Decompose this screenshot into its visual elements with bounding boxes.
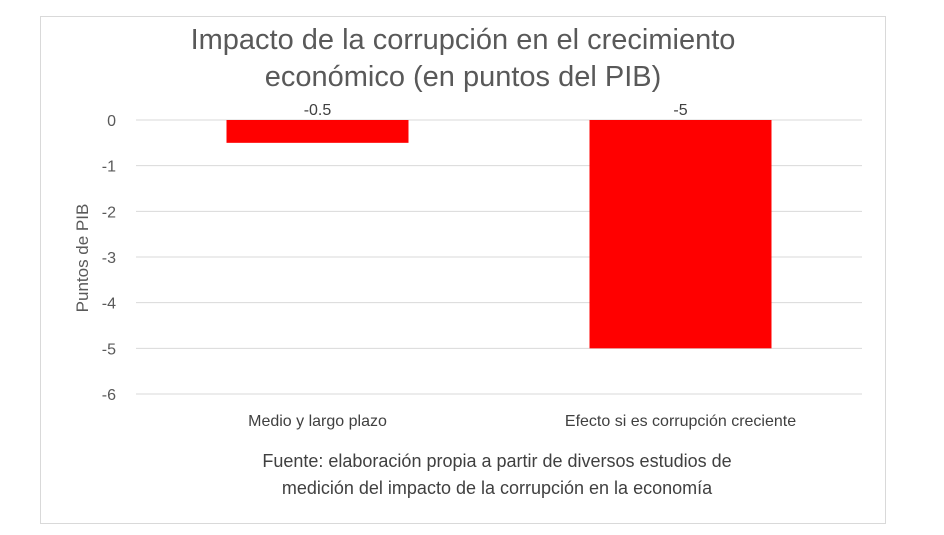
bars [226, 120, 772, 349]
y-axis-label: Puntos de PIB [73, 204, 92, 313]
data-labels: -0.5 -5 [304, 102, 688, 119]
data-label: -5 [673, 102, 687, 119]
category-label: Efecto si es corrupción creciente [565, 413, 796, 430]
y-tick-label: -6 [102, 387, 116, 404]
y-tick-label: -2 [102, 204, 116, 221]
y-tick-label: -1 [102, 159, 116, 176]
source-note-line-1: Fuente: elaboración propia a partir de d… [262, 451, 731, 471]
bar [589, 120, 772, 349]
y-tick-label: -3 [102, 250, 116, 267]
y-axis-ticks: 0 -1 -2 -3 -4 -5 -6 [102, 113, 116, 404]
y-tick-label: -4 [102, 296, 116, 313]
y-tick-label: 0 [107, 113, 116, 130]
chart-title-line-2: económico (en puntos del PIB) [265, 61, 662, 93]
source-note-line-2: medición del impacto de la corrupción en… [282, 478, 713, 498]
category-label: Medio y largo plazo [248, 413, 387, 430]
chart-title-line-1: Impacto de la corrupción en el crecimien… [191, 24, 736, 56]
y-tick-label: -5 [102, 341, 116, 358]
bar [226, 120, 409, 143]
category-labels: Medio y largo plazo Efecto si es corrupci… [248, 413, 796, 430]
data-label: -0.5 [304, 102, 332, 119]
